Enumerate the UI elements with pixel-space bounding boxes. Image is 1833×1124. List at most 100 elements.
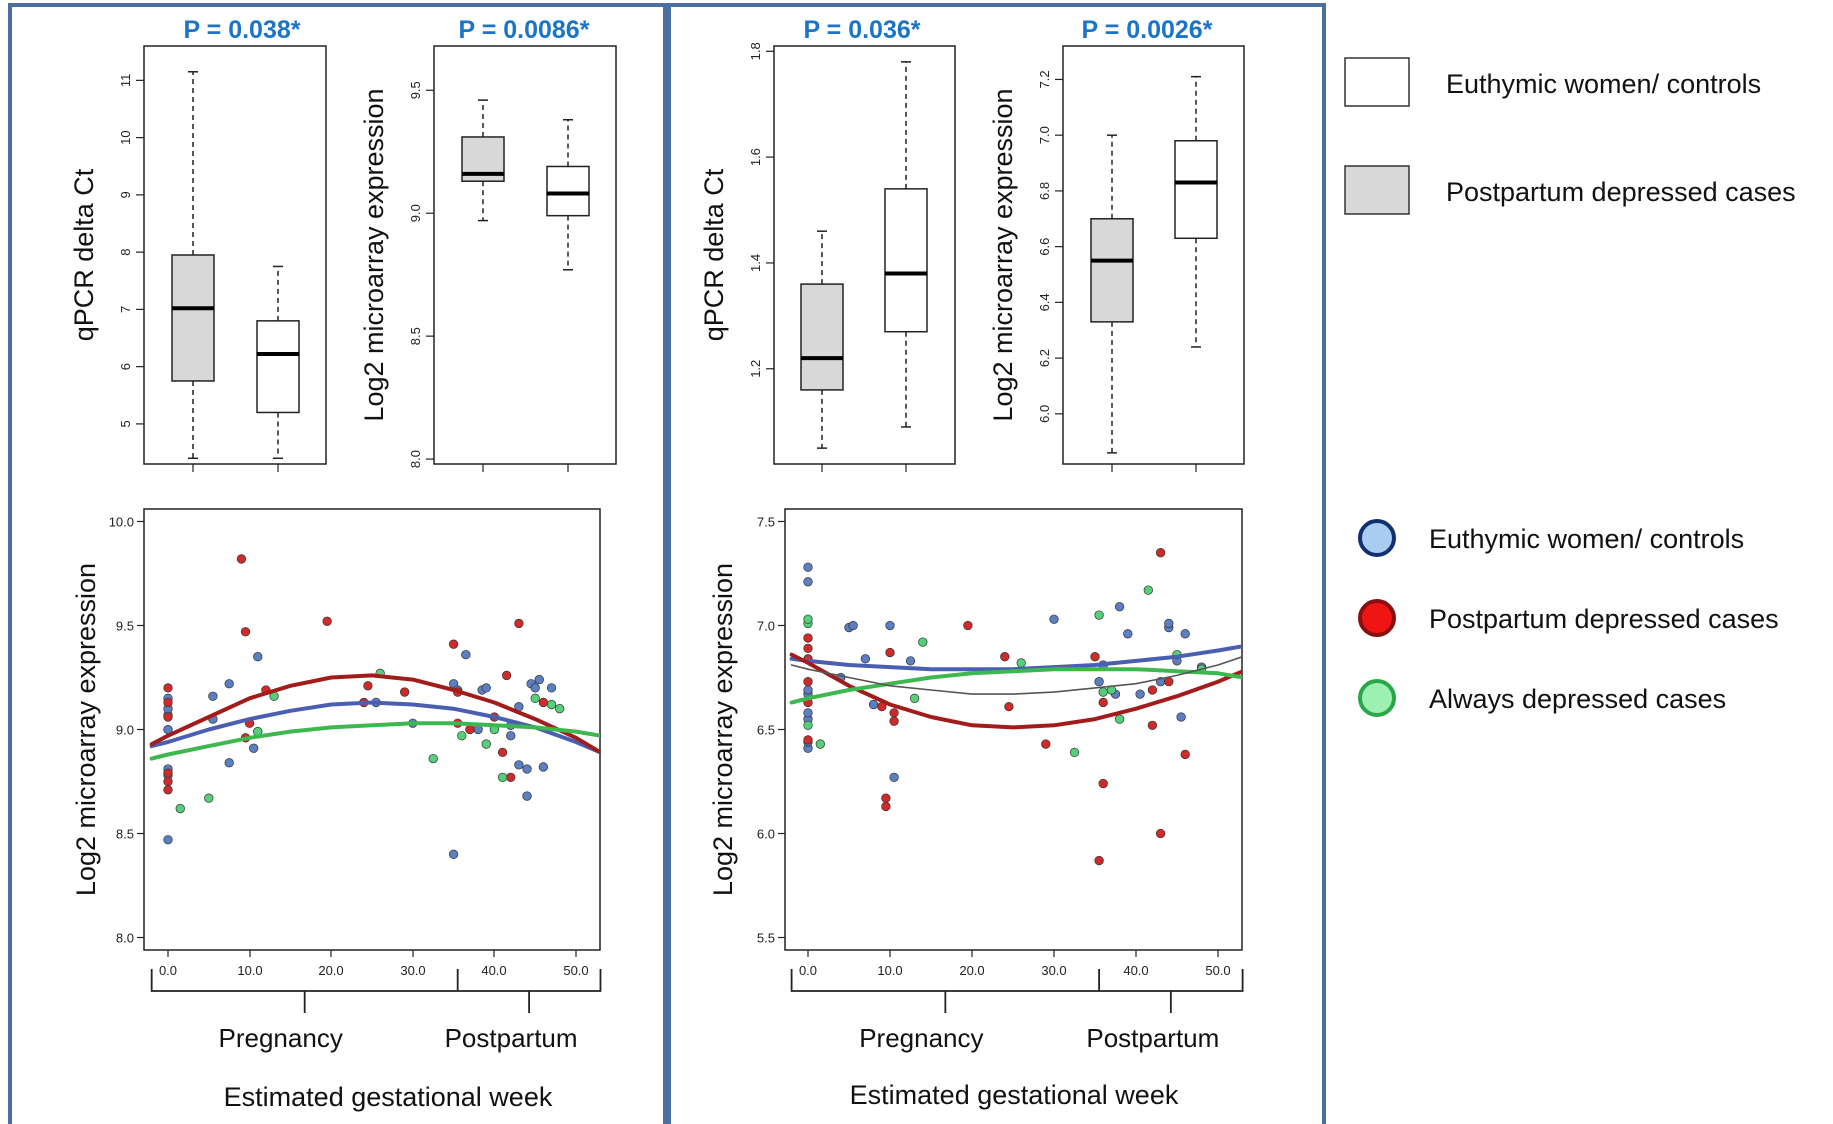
data-point xyxy=(803,577,813,587)
y-axis-label: qPCR delta Ct xyxy=(69,168,99,341)
y-tick-label: 8.0 xyxy=(116,931,134,946)
data-point xyxy=(538,697,549,708)
data-point xyxy=(506,772,516,782)
data-point xyxy=(803,614,813,624)
data-point xyxy=(885,647,895,658)
y-axis-label: qPCR delta Ct xyxy=(699,168,729,341)
data-point xyxy=(522,764,532,774)
box-controls xyxy=(1174,139,1218,240)
y-tick-label: 9 xyxy=(118,191,133,198)
x-tick-label: 50.0 xyxy=(563,963,588,978)
data-point xyxy=(224,679,234,689)
data-point xyxy=(163,768,173,778)
box-controls xyxy=(256,320,300,414)
p-value-label: P = 0.0026* xyxy=(1082,16,1213,44)
box-plot-right-microarray: P = 0.0026* Log2 microarray expression 6.0… xyxy=(988,16,1245,472)
y-tick-label: 6.5 xyxy=(757,723,775,738)
data-point xyxy=(253,652,263,662)
data-point xyxy=(530,693,540,703)
legend-point-label: Euthymic women/ controls xyxy=(1429,524,1744,554)
plot-frame xyxy=(1062,45,1245,465)
y-tick-label: 1.4 xyxy=(748,254,763,272)
data-point xyxy=(1090,652,1100,662)
y-tick-label: 6.6 xyxy=(1037,238,1052,256)
x-tick-label: 40.0 xyxy=(1123,963,1148,978)
p-value-label: P = 0.036* xyxy=(803,16,920,44)
data-point xyxy=(1069,747,1080,758)
data-point xyxy=(1016,658,1026,668)
data-point xyxy=(918,637,928,647)
y-tick-label: 1.6 xyxy=(748,148,763,166)
data-point xyxy=(1143,585,1153,595)
y-tick-label: 10.0 xyxy=(109,514,134,529)
y-tick-label: 6 xyxy=(118,363,133,370)
fit-curve xyxy=(789,667,1242,705)
plot-frame xyxy=(143,45,327,465)
box-cases xyxy=(171,254,215,382)
x-tick-label: 10.0 xyxy=(877,963,902,978)
y-axis-label: Log2 microarray expression xyxy=(988,88,1018,421)
y-tick-label: 5.5 xyxy=(757,931,775,946)
data-point xyxy=(163,785,173,795)
plot-frame xyxy=(433,45,617,465)
y-axis-label: Log2 microarray expression xyxy=(71,563,101,896)
y-tick-label: 9.5 xyxy=(408,81,423,99)
data-point xyxy=(1004,701,1014,712)
fit-curve xyxy=(149,673,600,755)
data-point xyxy=(163,712,173,722)
legend-box-swatch xyxy=(1344,165,1410,215)
y-tick-label: 8 xyxy=(118,249,133,256)
data-point xyxy=(546,699,557,710)
data-point xyxy=(889,708,899,718)
box-plot-left-microarray: P = 0.0086* Log2 microarray expression 8.0… xyxy=(359,16,617,472)
data-point xyxy=(1098,687,1108,697)
data-point xyxy=(555,704,565,714)
data-point xyxy=(1180,749,1190,760)
legend-box-label: Euthymic women/ controls xyxy=(1446,69,1761,99)
pregnancy-label: Pregnancy xyxy=(219,1023,343,1053)
box-controls xyxy=(884,188,928,333)
data-point xyxy=(803,562,813,572)
postpartum-label: Postpartum xyxy=(1086,1023,1219,1053)
data-point xyxy=(1098,778,1108,789)
legend-point-swatch xyxy=(1358,599,1396,637)
y-tick-label: 6.2 xyxy=(1037,349,1052,367)
scatter-plot-left: Log2 microarray expression 8.0 8.5 9.0 9.5 10… xyxy=(71,508,602,1112)
data-point xyxy=(860,654,871,664)
x-axis-label: Estimated gestational week xyxy=(224,1082,553,1112)
legend-point-label: Postpartum depressed cases xyxy=(1429,604,1779,634)
data-point xyxy=(963,620,973,631)
data-point xyxy=(1155,548,1166,558)
data-point xyxy=(448,639,459,649)
data-point xyxy=(240,627,251,637)
data-point xyxy=(848,620,858,631)
data-point xyxy=(514,760,524,770)
data-point xyxy=(448,849,459,859)
data-point xyxy=(163,776,173,787)
data-point xyxy=(1114,602,1125,612)
data-point xyxy=(236,554,247,564)
p-value-label: P = 0.0086* xyxy=(459,16,590,44)
y-tick-label: 5 xyxy=(118,420,133,427)
data-point xyxy=(803,677,813,687)
data-point xyxy=(481,683,491,693)
y-tick-label: 11 xyxy=(118,74,133,88)
legend-box-swatch xyxy=(1344,57,1410,107)
data-point xyxy=(1135,689,1145,699)
pregnancy-label: Pregnancy xyxy=(859,1023,983,1053)
data-point xyxy=(1094,610,1104,620)
y-tick-label: 6.4 xyxy=(1037,293,1052,311)
plot-frame xyxy=(784,508,1243,951)
y-tick-label: 8.0 xyxy=(408,450,423,468)
data-point xyxy=(546,683,557,693)
y-tick-label: 8.5 xyxy=(116,827,134,842)
data-point xyxy=(868,699,879,710)
y-tick-label: 7.0 xyxy=(757,618,775,633)
data-point xyxy=(1147,685,1158,695)
x-tick-label: 10.0 xyxy=(237,963,262,978)
data-point xyxy=(501,670,512,681)
y-tick-label: 9.5 xyxy=(116,618,134,633)
data-point xyxy=(1123,629,1133,639)
y-axis-label: Log2 microarray expression xyxy=(359,88,389,421)
legend-point-swatch xyxy=(1358,519,1396,557)
